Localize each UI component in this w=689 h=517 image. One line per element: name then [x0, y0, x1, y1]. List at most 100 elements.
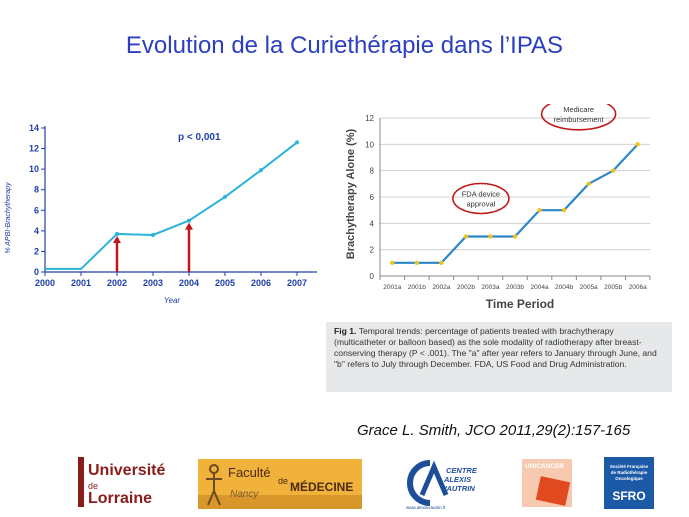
right-y-tick-label: 6 [370, 193, 375, 202]
right-y-tick-label: 4 [370, 219, 375, 228]
caption-text: Temporal trends: percentage of patients … [334, 326, 657, 369]
left-y-tick-label: 0 [34, 267, 39, 277]
svg-text:www.alexisvautrin.fr: www.alexisvautrin.fr [406, 505, 446, 510]
right-x-tick-label: 2006a [629, 284, 647, 291]
left-chart-ylabel: % APBI-Brachytherapy [5, 182, 12, 254]
right-x-tick-label: 2003b [506, 284, 524, 291]
right-chart-ylabel: Brachytherapy Alone (%) [345, 128, 357, 259]
right-annotation-text: reimbursement [554, 115, 605, 124]
right-data-point [439, 260, 444, 266]
right-data-point [586, 181, 591, 187]
right-annotation-ellipse [452, 182, 510, 215]
left-x-tick-label: 2000 [35, 278, 55, 288]
left-x-tick-label: 2005 [215, 278, 235, 288]
left-x-tick-label: 2006 [251, 278, 271, 288]
right-y-tick-label: 8 [370, 167, 375, 176]
right-series-line [392, 143, 639, 264]
centre-alexis-vautrin-logo: CENTRE ALEXIS VAUTRIN www.alexisvautrin.… [406, 460, 478, 510]
right-y-tick-label: 10 [365, 140, 374, 149]
right-x-tick-label: 2005a [580, 284, 598, 291]
right-data-point [463, 234, 469, 239]
right-chart-xlabel: Time Period [486, 297, 554, 311]
right-y-tick-label: 12 [365, 114, 374, 123]
right-data-point [512, 234, 518, 239]
svg-text:Oncologique: Oncologique [615, 476, 643, 481]
right-data-point [537, 207, 542, 213]
right-x-tick-label: 2005b [604, 284, 622, 291]
right-y-tick-label: 2 [370, 246, 375, 255]
right-annotation-ellipse [540, 104, 617, 131]
svg-text:Faculté: Faculté [228, 465, 271, 480]
right-chart-grid [379, 117, 651, 280]
caption-label: Fig 1. [334, 326, 357, 336]
left-data-point [187, 218, 191, 223]
svg-text:de Radiothérapie: de Radiothérapie [611, 470, 648, 475]
svg-text:CENTRE: CENTRE [446, 466, 478, 475]
right-data-point [561, 207, 567, 213]
right-annotation-text: FDA device [462, 190, 500, 199]
left-x-tick-label: 2002 [107, 278, 127, 288]
universite-lorraine-logo: Université de Lorraine [78, 457, 165, 507]
left-data-point [223, 194, 227, 199]
left-arrow-head [185, 222, 193, 230]
right-line-chart: 0 2 4 6 8 10 12 2001a 2001b 2002a 2002b 2003a 2003b 2… [345, 104, 651, 311]
unicancer-logo: UNICANCER [522, 459, 572, 507]
right-data-point [610, 168, 616, 173]
right-x-tick-label: 2004b [555, 284, 573, 291]
left-x-tick-label: 2004 [179, 278, 199, 288]
left-series-line [45, 141, 298, 270]
left-y-tick-label: 6 [34, 205, 39, 215]
svg-text:Université: Université [88, 462, 165, 479]
right-y-tick-label: 0 [370, 272, 375, 281]
right-chart-ticks: 0 2 4 6 8 10 12 2001a 2001b 2002a 2002b 2003a 2003b 2… [365, 114, 647, 291]
right-data-point [635, 142, 640, 147]
left-data-point [259, 168, 263, 173]
svg-text:Société Française: Société Française [610, 464, 649, 469]
right-x-tick-label: 2001a [383, 284, 401, 291]
left-data-point [115, 231, 119, 236]
right-x-tick-label: 2002b [457, 284, 475, 291]
svg-text:VAUTRIN: VAUTRIN [442, 484, 475, 493]
left-chart-xlabel: Year [164, 296, 181, 305]
svg-text:de: de [278, 476, 288, 486]
left-chart-arrows [113, 222, 193, 272]
right-annotation-text: approval [467, 200, 496, 209]
left-y-tick-label: 8 [34, 185, 39, 195]
svg-text:de: de [88, 481, 98, 491]
left-y-tick-label: 10 [29, 164, 39, 174]
left-x-tick-label: 2003 [143, 278, 163, 288]
slide-title: Evolution de la Curiethérapie dans l’IPA… [125, 32, 564, 59]
left-data-point [151, 232, 155, 237]
right-chart-series [390, 142, 640, 266]
right-annotation-text: Medicare [563, 105, 594, 114]
right-x-tick-label: 2001b [408, 284, 426, 291]
right-data-point [488, 234, 493, 239]
citation: Grace L. Smith, JCO 2011,29(2):157-165 [357, 422, 631, 439]
svg-text:MÉDECINE: MÉDECINE [290, 479, 353, 494]
left-x-tick-label: 2007 [287, 278, 307, 288]
left-y-tick-label: 2 [34, 246, 39, 256]
right-data-point [390, 260, 395, 266]
left-chart-axes [44, 126, 317, 273]
left-chart-pvalue: p < 0,001 [178, 132, 221, 143]
left-arrow-head [113, 235, 121, 243]
figure-caption: Fig 1. Temporal trends: percentage of pa… [326, 322, 672, 392]
left-chart-ticks: 0 2 4 6 8 10 12 14 2000 2001 2002 2003 2004 2005 2006 2… [29, 123, 307, 288]
svg-text:Lorraine: Lorraine [88, 490, 152, 507]
right-x-tick-label: 2004a [531, 284, 549, 291]
right-x-tick-label: 2003a [481, 284, 499, 291]
left-data-point [295, 140, 299, 145]
right-x-tick-label: 2002a [432, 284, 450, 291]
sfro-logo: Société Française de Radiothérapie Oncol… [604, 457, 654, 509]
svg-text:UNICANCER: UNICANCER [525, 463, 564, 470]
svg-text:ALEXIS: ALEXIS [443, 475, 471, 484]
left-y-tick-label: 12 [29, 144, 39, 154]
faculte-medecine-logo: Faculté de MÉDECINE Nancy [198, 459, 362, 509]
left-x-tick-label: 2001 [71, 278, 91, 288]
left-line-chart: 0 2 4 6 8 10 12 14 2000 2001 2002 2003 2004 2005 2006 2… [5, 123, 317, 305]
left-y-tick-label: 14 [29, 123, 39, 133]
svg-text:SFRO: SFRO [612, 489, 645, 503]
left-y-tick-label: 4 [34, 226, 39, 236]
left-chart-series [45, 140, 299, 270]
